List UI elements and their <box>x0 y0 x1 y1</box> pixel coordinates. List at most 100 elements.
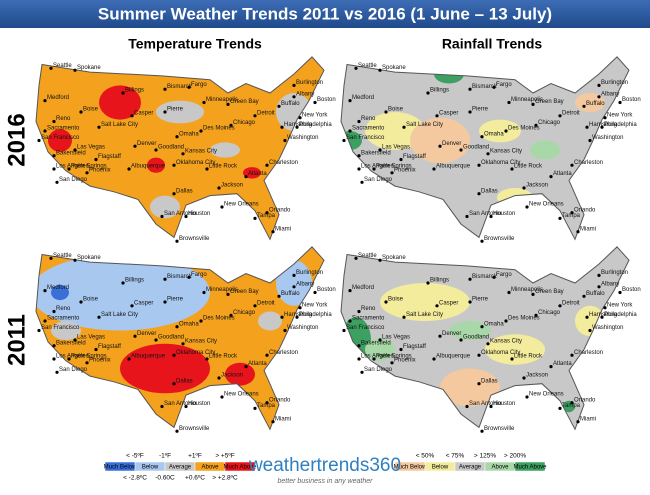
legend-threshold: -1ºF <box>159 453 171 460</box>
city-dot <box>489 214 493 219</box>
city-label: Burlington <box>601 80 628 86</box>
city-dot <box>226 102 230 106</box>
city-label: Brownsville <box>484 426 515 432</box>
city-dot <box>597 83 601 87</box>
city-dot <box>489 404 493 409</box>
city-label: Boston <box>317 287 336 293</box>
city-dot <box>175 239 179 243</box>
city-label: San Antonio <box>469 401 502 407</box>
city-dot <box>402 315 406 319</box>
city-label: Buffalo <box>281 101 300 107</box>
city-dot <box>486 152 490 156</box>
city-dot <box>348 129 352 133</box>
city-dot <box>480 135 484 139</box>
legend-swatch <box>514 461 546 472</box>
city-label: San Francisco <box>41 325 80 331</box>
map-region <box>497 188 533 207</box>
city-dot <box>357 119 361 124</box>
city-label: Kansas City <box>185 148 217 154</box>
city-dot <box>37 138 41 143</box>
city-dot <box>390 171 394 175</box>
city-dot <box>468 300 472 304</box>
city-label: Fargo <box>496 82 512 88</box>
city-dot <box>313 100 317 105</box>
city-label: Boston <box>622 97 641 103</box>
city-dot <box>468 87 472 91</box>
city-label: Green Bay <box>535 99 564 105</box>
city-dot <box>507 290 511 295</box>
city-dot <box>277 294 281 298</box>
city-label: Reno <box>361 306 376 312</box>
city-label: San Antonio <box>164 401 197 407</box>
city-label: Green Bay <box>230 289 259 295</box>
column-header: Rainfall Trends <box>442 36 543 52</box>
city-label: Bismarck <box>472 274 498 280</box>
city-dot <box>298 306 302 310</box>
city-label: Salt Lake City <box>406 122 443 128</box>
city-label: Salt Lake City <box>101 122 138 128</box>
city-dot <box>49 256 53 260</box>
city-dot <box>43 319 47 323</box>
column-header: Temperature Trends <box>128 36 262 52</box>
city-label: Los Angeles <box>56 354 89 360</box>
map-region <box>479 119 521 143</box>
city-dot <box>292 273 296 277</box>
city-dot <box>534 123 538 127</box>
city-label: Medford <box>47 285 69 291</box>
city-dot <box>432 167 436 171</box>
city-dot <box>217 186 221 190</box>
city-label: Salt Lake City <box>101 312 138 318</box>
city-dot <box>184 214 188 219</box>
city-dot <box>603 116 607 120</box>
city-label: San Diego <box>59 177 88 183</box>
map-outline <box>35 56 325 241</box>
city-dot <box>480 429 484 433</box>
city-label: Detroit <box>562 300 580 306</box>
city-dot <box>292 83 296 87</box>
city-dot <box>52 344 56 348</box>
city-label: Denver <box>442 141 461 147</box>
city-label: Miami <box>580 416 596 422</box>
city-label: Phoenix <box>394 357 416 363</box>
city-dot <box>492 275 496 279</box>
legend-label: Average <box>459 465 482 471</box>
city-dot <box>49 66 53 70</box>
map-region <box>380 283 470 321</box>
city-dot <box>283 328 287 333</box>
city-dot <box>292 285 296 289</box>
legend-label: Much Above <box>223 465 257 471</box>
city-label: Omaha <box>179 131 199 137</box>
city-label: Albuquerque <box>131 354 166 360</box>
city-label: Denver <box>137 331 156 337</box>
city-dot <box>480 325 484 329</box>
city-label: Fargo <box>496 272 512 278</box>
map-outline <box>340 246 630 431</box>
city-dot <box>522 376 526 380</box>
city-label: Albuquerque <box>436 164 471 170</box>
city-dot <box>73 258 77 262</box>
city-dot <box>378 68 382 72</box>
city-label: Palm Springs <box>71 354 107 360</box>
city-label: Goodland <box>158 145 184 151</box>
city-dot <box>52 167 56 171</box>
city-label: Pierre <box>167 297 184 303</box>
city-label: Minneapolis <box>206 287 238 293</box>
city-label: Las Vegas <box>77 335 105 341</box>
city-label: Dallas <box>481 378 498 384</box>
city-label: Billings <box>125 88 144 94</box>
city-label: Harrisburg <box>284 122 312 128</box>
legend-threshold: > 200% <box>504 453 526 460</box>
city-dot <box>492 85 496 89</box>
city-dot <box>588 328 592 333</box>
city-label: Miami <box>580 226 596 232</box>
city-dot <box>438 334 442 338</box>
city-dot <box>55 180 59 184</box>
city-label: Washington <box>592 325 623 331</box>
city-label: Houston <box>493 401 515 407</box>
city-dot <box>504 319 508 323</box>
city-dot <box>229 313 233 317</box>
city-label: Charleston <box>269 350 298 356</box>
city-label: Seattle <box>53 63 72 69</box>
city-dot <box>468 277 472 281</box>
city-dot <box>163 110 167 114</box>
